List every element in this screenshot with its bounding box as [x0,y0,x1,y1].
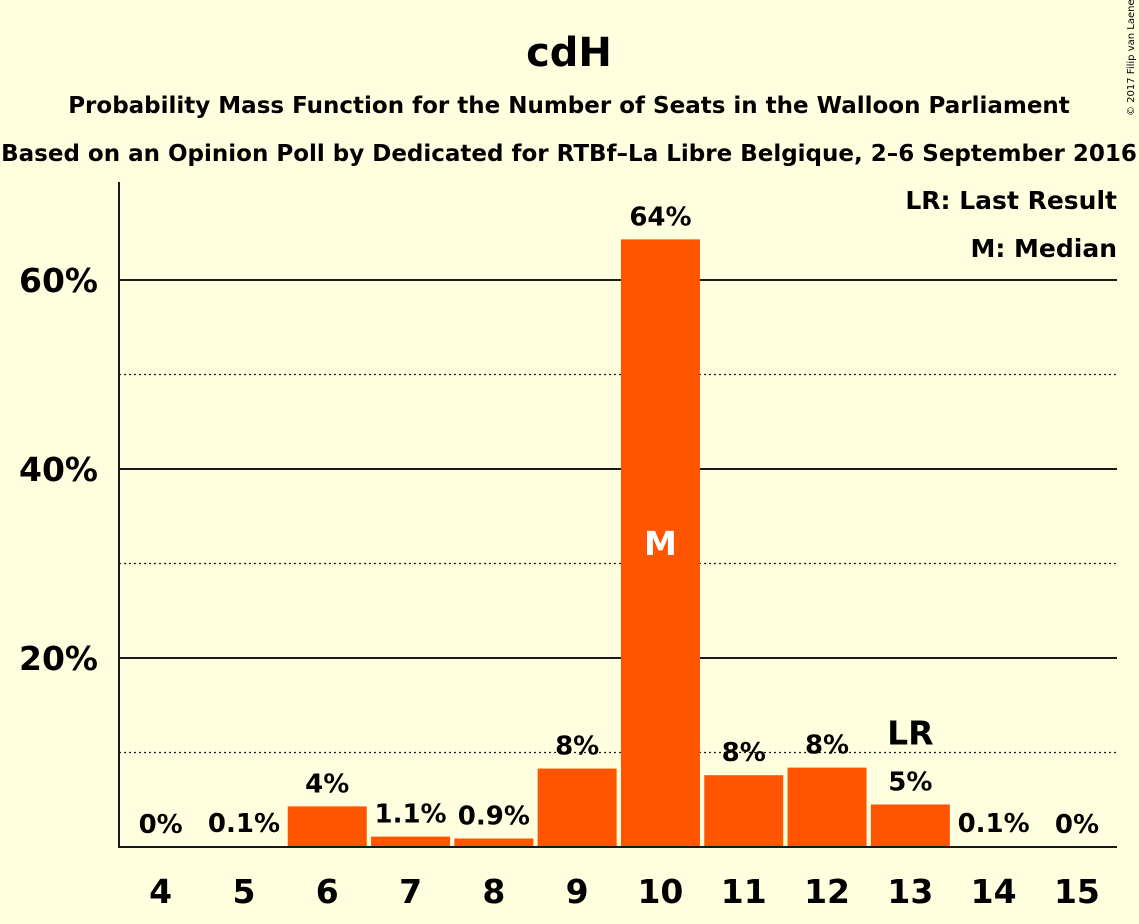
data-label: 1.1% [374,800,446,830]
data-label: 8% [805,731,849,761]
copyright-note: © 2017 Filip van Laenen [1126,0,1137,116]
bar-seat-12 [787,767,867,847]
y-tick-label: 40% [19,450,98,489]
bar-seat-13 [870,804,950,847]
x-tick-label: 6 [316,872,339,911]
data-label: 0.1% [208,809,280,839]
data-labels: 0% 4 0.1% 5 4% 6 1.1% 7 0.9% 8 8% 9 64% 10 M 8% 11 8% 12 5%… [139,202,1100,911]
x-tick-label: 12 [804,872,850,911]
bar-seat-7 [371,836,451,847]
data-label: 4% [305,769,349,799]
data-label: 0% [1055,810,1099,840]
data-label: 0.1% [958,809,1030,839]
chart-subtitle-poll: Based on an Opinion Poll by Dedicated fo… [1,141,1137,167]
median-marker: M [644,524,677,563]
x-tick-label: 8 [482,872,505,911]
y-tick-label: 60% [19,261,98,300]
y-tick-label: 20% [19,639,98,678]
x-tick-label: 14 [971,872,1017,911]
bar-seat-10 [620,239,700,848]
bar-seat-9 [537,768,617,847]
data-label: 5% [888,767,932,797]
x-tick-label: 5 [232,872,255,911]
x-tick-label: 9 [566,872,589,911]
data-label: 64% [629,202,691,232]
data-label: 0% [139,810,183,840]
x-tick-label: 11 [721,872,767,911]
x-tick-label: 4 [149,872,172,911]
bar-seat-8 [454,838,534,847]
x-tick-label: 7 [399,872,422,911]
chart-title: cdH [526,30,612,76]
legend-last-result: LR: Last Result [905,186,1117,215]
data-label: 0.9% [458,801,530,831]
bars [204,239,1034,848]
chart-subtitle: Probability Mass Function for the Number… [68,93,1070,119]
legend-median: M: Median [970,234,1117,263]
x-tick-label: 13 [887,872,933,911]
data-label: 8% [555,732,599,762]
bar-seat-11 [704,775,784,847]
axes [118,182,1117,848]
data-label: 8% [722,738,766,768]
x-tick-label: 10 [637,872,683,911]
gridlines: 20% 40% 60% [19,261,1117,754]
bar-seat-6 [287,806,367,847]
last-result-marker: LR [887,713,933,752]
x-tick-label: 15 [1054,872,1100,911]
